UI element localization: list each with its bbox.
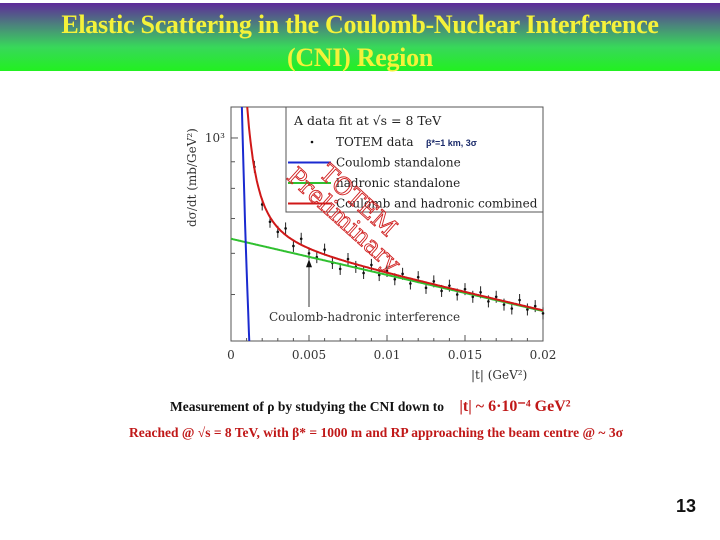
data-point (292, 244, 295, 248)
legend-label: hadronic standalone (336, 176, 460, 190)
legend-label: Coulomb and hadronic combined (336, 197, 538, 211)
title-bar: Elastic Scattering in the Coulomb-Nuclea… (0, 3, 720, 74)
caption-t-value: |t| ~ 6·10⁻⁴ GeV² (459, 398, 571, 415)
data-point (440, 289, 443, 293)
x-tick-label: 0 (227, 348, 235, 362)
data-point (299, 237, 303, 241)
data-point (526, 308, 529, 311)
x-axis-label: |t| (GeV²) (471, 368, 527, 382)
data-point (346, 257, 350, 261)
data-point (409, 282, 412, 285)
slide-title: Elastic Scattering in the Coulomb-Nuclea… (0, 8, 720, 74)
data-point (479, 290, 482, 294)
data-point (307, 252, 311, 255)
caption-measurement: Measurement of ρ by studying the CNI dow… (170, 396, 571, 416)
x-tick-label: 0.015 (448, 348, 482, 362)
title-line-2: (CNI) Region (287, 43, 433, 72)
caption-conditions: Reached @ √s = 8 TeV, with β* = 1000 m a… (129, 425, 623, 440)
data-point (401, 272, 404, 276)
legend-label: TOTEM data (336, 135, 414, 149)
caption-measurement-text: Measurement of ρ by studying the CNI dow… (170, 399, 444, 414)
legend-marker-points (310, 140, 314, 144)
page-number: 13 (676, 496, 697, 516)
data-point (424, 286, 428, 290)
legend-label: Coulomb standalone (336, 156, 461, 170)
data-point (455, 293, 459, 296)
data-point (448, 284, 451, 287)
data-point (268, 220, 272, 224)
data-point (393, 277, 397, 281)
arrow-head (306, 259, 312, 268)
y-axis-label: dσ/dt (mb/GeV²) (185, 128, 199, 227)
data-point (463, 287, 467, 291)
combined-curve (246, 107, 543, 312)
data-point (432, 280, 436, 283)
data-point (323, 248, 326, 251)
data-point (487, 300, 490, 303)
data-point (362, 271, 365, 275)
legend-box (285, 106, 544, 213)
beta-annotation: β*=1 km, 3σ (426, 138, 477, 148)
legend-title: A data fit at √s = 8 TeV (293, 113, 442, 128)
data-point (284, 227, 287, 230)
x-tick-label: 0.01 (374, 348, 401, 362)
data-point (510, 307, 514, 310)
data-point (370, 263, 373, 267)
data-point (502, 303, 506, 306)
data-point (518, 298, 521, 302)
data-point (276, 230, 280, 234)
data-point (471, 295, 475, 299)
y-tick-label: 10³ (205, 131, 225, 145)
data-point (416, 275, 420, 279)
x-tick-label: 0.005 (292, 348, 326, 362)
data-point (377, 273, 381, 277)
cni-chart: 0 0.005 0.01 0.015 0.02 10³ dσ/dt (mb/GeV²) |t|… (185, 106, 557, 382)
arrow-annotation: Coulomb-hadronic interference (269, 310, 460, 324)
data-point (338, 267, 342, 271)
x-tick-label: 0.02 (530, 348, 557, 362)
data-point (533, 304, 537, 308)
data-point (541, 312, 545, 315)
title-line-1: Elastic Scattering in the Coulomb-Nuclea… (61, 10, 659, 39)
data-point (494, 295, 498, 299)
